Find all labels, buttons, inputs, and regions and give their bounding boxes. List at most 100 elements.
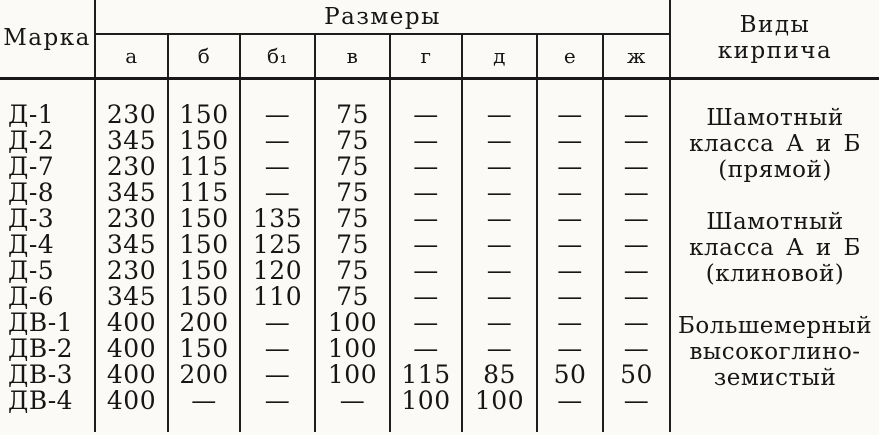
cell-mark: Д-1	[8, 102, 55, 128]
cell-size-zh: —	[601, 128, 671, 154]
cell-size-g: —	[389, 154, 462, 180]
table-row: ДВ-3 400 200 — 100 115 85 50 50	[0, 362, 879, 388]
table-row: Д-3 230 150 135 75 — — — — Шамотный клас…	[0, 206, 879, 310]
table-row: ДВ-1 400 200 — 100 — — — — Большемерный …	[0, 310, 879, 414]
column-header-size-d: д	[461, 34, 537, 80]
cell-size-a: 230	[94, 102, 168, 128]
cell-mark: ДВ-1	[8, 310, 74, 336]
spacer-row	[0, 414, 879, 432]
column-header-size-a: а	[94, 34, 168, 80]
spacer-cell	[461, 414, 537, 432]
cell-size-g: —	[389, 206, 462, 232]
cell-size-e: —	[536, 258, 603, 284]
cell-size-b: 150	[167, 336, 240, 362]
cell-size-b1: —	[239, 128, 315, 154]
cell-size-a: 345	[94, 180, 168, 206]
cell-size-v: 100	[314, 336, 390, 362]
brick-kind-group-large: Большемерный высокоглино- земистый	[669, 310, 879, 414]
cell-size-a: 400	[94, 336, 168, 362]
column-header-brick-kinds: Виды кирпича	[669, 0, 879, 80]
cell-size-v: 100	[314, 362, 390, 388]
cell-mark: Д-8	[8, 180, 55, 206]
spacer-cell	[536, 78, 603, 102]
brick-kind-line: Шамотный	[706, 209, 844, 235]
cell-size-b: 150	[167, 102, 240, 128]
cell-size-d: —	[461, 284, 537, 310]
cell-size-e: —	[536, 232, 603, 258]
cell-size-d: —	[461, 258, 537, 284]
cell-size-e: —	[536, 388, 603, 414]
cell-size-g: —	[389, 336, 462, 362]
brick-kind-group-wedge: Шамотный класса А и Б (клиновой)	[669, 206, 879, 310]
cell-size-g: 115	[389, 362, 462, 388]
brick-kind-line: высокоглино-	[689, 339, 861, 365]
column-header-size-v: в	[314, 34, 390, 80]
table-row: ДВ-2 400 150 — 100 — — — —	[0, 336, 879, 362]
cell-size-d: —	[461, 128, 537, 154]
cell-size-d: —	[461, 232, 537, 258]
cell-size-zh: —	[601, 284, 671, 310]
table-row: Д-4 345 150 125 75 — — — —	[0, 232, 879, 258]
cell-size-d: —	[461, 206, 537, 232]
cell-size-g: —	[389, 232, 462, 258]
cell-size-g: —	[389, 310, 462, 336]
cell-size-b: 150	[167, 258, 240, 284]
cell-size-b1: 120	[239, 258, 315, 284]
cell-size-b1: 125	[239, 232, 315, 258]
cell-size-d: 85	[461, 362, 537, 388]
cell-mark: Д-3	[8, 206, 55, 232]
cell-size-d: —	[461, 336, 537, 362]
spacer-cell	[239, 414, 315, 432]
cell-size-zh: —	[601, 180, 671, 206]
cell-size-a: 400	[94, 388, 168, 414]
column-header-size-e: е	[536, 34, 603, 80]
cell-size-b1: 110	[239, 284, 315, 310]
cell-mark: Д-6	[8, 284, 55, 310]
cell-size-a: 345	[94, 232, 168, 258]
spacer-cell	[536, 414, 603, 432]
spacer-cell	[314, 78, 390, 102]
cell-size-e: —	[536, 336, 603, 362]
cell-size-b: 150	[167, 128, 240, 154]
cell-mark: ДВ-3	[8, 362, 74, 388]
cell-size-b1: —	[239, 154, 315, 180]
cell-size-a: 230	[94, 258, 168, 284]
brick-kinds-header-line: Виды	[739, 12, 811, 39]
brick-kind-line: (прямой)	[718, 157, 832, 183]
cell-size-g: —	[389, 284, 462, 310]
cell-size-a: 400	[94, 310, 168, 336]
cell-size-a: 345	[94, 284, 168, 310]
cell-size-g: —	[389, 128, 462, 154]
spacer-cell	[94, 78, 168, 102]
cell-size-b: 200	[167, 310, 240, 336]
cell-size-v: 75	[314, 258, 390, 284]
cell-size-v: 100	[314, 310, 390, 336]
table-row: ДВ-4 400 — — — 100 100 — —	[0, 388, 879, 414]
cell-size-b1: —	[239, 180, 315, 206]
cell-size-e: 50	[536, 362, 603, 388]
cell-size-v: —	[314, 388, 390, 414]
table-row: Д-5 230 150 120 75 — — — —	[0, 258, 879, 284]
spacer-cell	[669, 78, 879, 102]
cell-size-b: 150	[167, 206, 240, 232]
cell-size-d: 100	[461, 388, 537, 414]
cell-size-g: —	[389, 180, 462, 206]
spacer-cell	[461, 78, 537, 102]
spacer-cell	[389, 414, 462, 432]
cell-mark: Д-5	[8, 258, 55, 284]
cell-size-zh: —	[601, 206, 671, 232]
brick-kind-group-straight: Шамотный класса А и Б (прямой)	[669, 102, 879, 206]
cell-size-b: 115	[167, 154, 240, 180]
cell-size-d: —	[461, 180, 537, 206]
cell-size-b: 150	[167, 284, 240, 310]
spacer-cell	[389, 78, 462, 102]
cell-size-zh: —	[601, 102, 671, 128]
cell-size-d: —	[461, 102, 537, 128]
cell-size-zh: 50	[601, 362, 671, 388]
cell-size-a: 230	[94, 206, 168, 232]
spacer-cell	[94, 414, 168, 432]
cell-size-b1: —	[239, 310, 315, 336]
spacer-cell	[314, 414, 390, 432]
spacer-cell	[239, 78, 315, 102]
table-row: Д-1 230 150 — 75 — — — — Шамотный класса…	[0, 102, 879, 206]
